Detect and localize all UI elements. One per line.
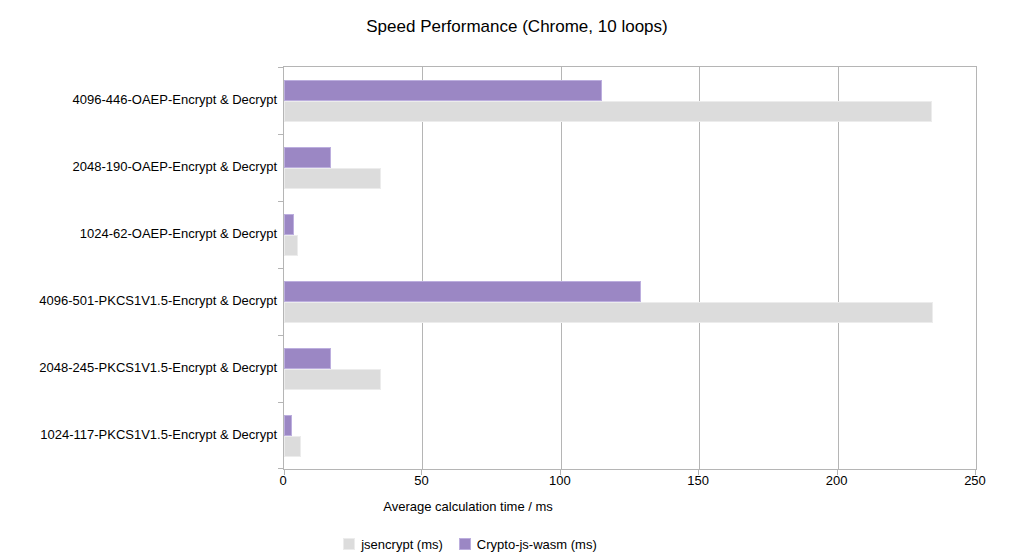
category-label-0: 4096-446-OAEP-Encrypt & Decrypt <box>0 66 277 133</box>
bar-jsencrypt-4 <box>284 369 381 390</box>
category-label-1: 2048-190-OAEP-Encrypt & Decrypt <box>0 133 277 200</box>
y-tick-mark-3 <box>278 268 283 269</box>
speed-performance-chart: Speed Performance (Chrome, 10 loops) 409… <box>0 0 1017 558</box>
bar-jsencrypt-1 <box>284 168 381 189</box>
bar-crypto-js-wasm-2 <box>284 214 294 235</box>
bar-crypto-js-wasm-4 <box>284 348 331 369</box>
legend-swatch-crypto-js-wasm <box>459 538 471 550</box>
y-tick-mark-5 <box>278 402 283 403</box>
bar-jsencrypt-0 <box>284 101 932 122</box>
bar-jsencrypt-5 <box>284 436 301 457</box>
x-axis-title: Average calculation time / ms <box>0 499 936 514</box>
legend-item-crypto-js-wasm: Crypto-js-wasm (ms) <box>459 537 597 552</box>
category-label-4: 2048-245-PKCS1V1.5-Encrypt & Decrypt <box>0 334 277 401</box>
bar-crypto-js-wasm-1 <box>284 147 331 168</box>
legend-label-jsencrypt: jsencrypt (ms) <box>361 537 443 552</box>
y-tick-mark-6 <box>278 468 283 469</box>
x-tick-label-150: 150 <box>668 473 728 488</box>
bar-crypto-js-wasm-5 <box>284 415 292 436</box>
bar-jsencrypt-2 <box>284 235 298 256</box>
gridline-200 <box>838 67 839 469</box>
y-axis-category-labels: 4096-446-OAEP-Encrypt & Decrypt2048-190-… <box>0 66 277 468</box>
category-label-5: 1024-117-PKCS1V1.5-Encrypt & Decrypt <box>0 401 277 468</box>
bar-crypto-js-wasm-3 <box>284 281 641 302</box>
legend-swatch-jsencrypt <box>343 538 355 550</box>
gridline-50 <box>422 67 423 469</box>
bar-crypto-js-wasm-0 <box>284 80 602 101</box>
y-tick-mark-2 <box>278 201 283 202</box>
x-tick-label-250: 250 <box>945 473 1005 488</box>
category-label-2: 1024-62-OAEP-Encrypt & Decrypt <box>0 200 277 267</box>
legend-label-crypto-js-wasm: Crypto-js-wasm (ms) <box>477 537 597 552</box>
category-label-3: 4096-501-PKCS1V1.5-Encrypt & Decrypt <box>0 267 277 334</box>
plot-area <box>283 66 977 470</box>
legend: jsencrypt (ms) Crypto-js-wasm (ms) <box>0 535 940 553</box>
gridline-100 <box>561 67 562 469</box>
gridline-150 <box>699 67 700 469</box>
x-tick-label-100: 100 <box>530 473 590 488</box>
y-tick-mark-1 <box>278 134 283 135</box>
y-tick-mark-0 <box>278 67 283 68</box>
chart-title: Speed Performance (Chrome, 10 loops) <box>17 17 1017 37</box>
x-tick-label-0: 0 <box>253 473 313 488</box>
x-tick-label-200: 200 <box>807 473 867 488</box>
x-axis-tick-labels: 050100150200250 <box>283 473 975 489</box>
x-tick-label-50: 50 <box>391 473 451 488</box>
bar-jsencrypt-3 <box>284 302 933 323</box>
legend-item-jsencrypt: jsencrypt (ms) <box>343 537 443 552</box>
y-tick-mark-4 <box>278 335 283 336</box>
